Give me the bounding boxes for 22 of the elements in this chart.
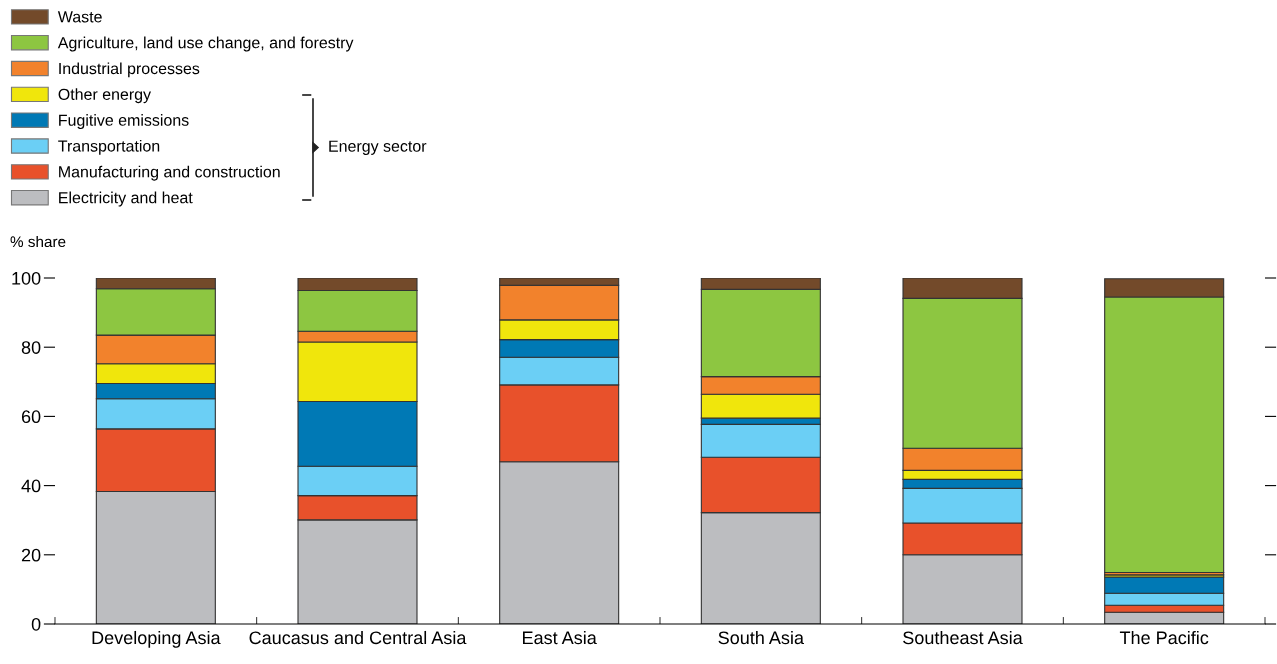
legend-label: Other energy <box>58 88 152 104</box>
x-tick-label: The Pacific <box>1119 630 1209 645</box>
legend-label: Industrial processes <box>59 62 200 78</box>
y-tick-label: 40 <box>21 479 41 493</box>
y-tick-label: 60 <box>21 410 41 424</box>
y-tick-label: 100 <box>12 271 41 285</box>
legend-label: Transportation <box>58 139 160 155</box>
x-tick-label: Southeast Asia <box>903 630 1023 645</box>
y-tick-label: 80 <box>21 341 41 354</box>
x-tick-label: East Asia <box>523 630 597 645</box>
text: Energy sector <box>329 140 427 155</box>
legend-label: Fugitive emissions <box>59 114 189 129</box>
x-tick-label: Caucasus and Central Asia <box>249 630 467 645</box>
legend-label: Agriculture, land use change, and forestry <box>57 36 354 52</box>
x-tick-label: Developing Asia <box>92 630 221 648</box>
legend-label: Waste <box>57 11 102 23</box>
y-axis-title: % share <box>10 235 66 248</box>
x-tick-label: South Asia <box>718 630 804 645</box>
legend-label: Manufacturing and construction <box>59 165 280 181</box>
legend-label: Electricity and heat <box>59 191 193 207</box>
y-tick-label: 0 <box>31 617 41 631</box>
y-tick-label: 20 <box>21 548 41 562</box>
